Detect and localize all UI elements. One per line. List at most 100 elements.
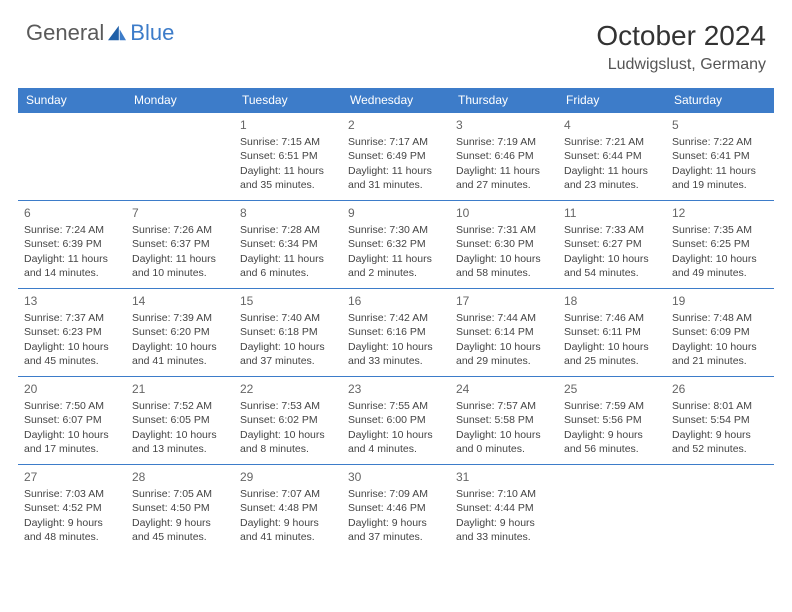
day-number: 28 — [132, 469, 228, 485]
daylight-text: and 58 minutes. — [456, 266, 552, 280]
sunset-text: Sunset: 6:32 PM — [348, 237, 444, 251]
sunset-text: Sunset: 6:16 PM — [348, 325, 444, 339]
daylight-text: and 33 minutes. — [348, 354, 444, 368]
daylight-text: Daylight: 9 hours — [348, 516, 444, 530]
calendar-cell: 30 Sunrise: 7:09 AMSunset: 4:46 PMDayligh… — [342, 465, 450, 553]
calendar-cell: 23Sunrise: 7:55 AMSunset: 6:00 PMDayligh… — [342, 377, 450, 465]
calendar-table: Sunday Monday Tuesday Wednesday Thursday… — [18, 88, 774, 553]
sunrise-text: Sunrise: 7:15 AM — [240, 135, 336, 149]
day-number: 6 — [24, 205, 120, 221]
daylight-text: Daylight: 9 hours — [456, 516, 552, 530]
daylight-text: Daylight: 11 hours — [24, 252, 120, 266]
daylight-text: Daylight: 9 hours — [24, 516, 120, 530]
daylight-text: and 0 minutes. — [456, 442, 552, 456]
calendar-cell: 26Sunrise: 8:01 AMSunset: 5:54 PMDayligh… — [666, 377, 774, 465]
sunset-text: Sunset: 4:46 PM — [348, 501, 444, 515]
daylight-text: Daylight: 10 hours — [240, 428, 336, 442]
sunset-text: Sunset: 6:00 PM — [348, 413, 444, 427]
brand-text-general: General — [26, 20, 104, 46]
daylight-text: and 4 minutes. — [348, 442, 444, 456]
calendar-cell: 21Sunrise: 7:52 AMSunset: 6:05 PMDayligh… — [126, 377, 234, 465]
weekday-wed: Wednesday — [342, 88, 450, 113]
daylight-text: Daylight: 10 hours — [456, 252, 552, 266]
sunset-text: Sunset: 6:44 PM — [564, 149, 660, 163]
sail-icon — [106, 24, 128, 42]
day-number: 16 — [348, 293, 444, 309]
sunset-text: Sunset: 6:20 PM — [132, 325, 228, 339]
day-number: 29 — [240, 469, 336, 485]
month-title: October 2024 — [596, 20, 766, 52]
calendar-cell: 29Sunrise: 7:07 AMSunset: 4:48 PMDayligh… — [234, 465, 342, 553]
sunset-text: Sunset: 6:05 PM — [132, 413, 228, 427]
day-number: 30 — [348, 469, 444, 485]
sunset-text: Sunset: 6:07 PM — [24, 413, 120, 427]
weekday-header-row: Sunday Monday Tuesday Wednesday Thursday… — [18, 88, 774, 113]
calendar-row: 13Sunrise: 7:37 AMSunset: 6:23 PMDayligh… — [18, 289, 774, 377]
calendar-cell — [558, 465, 666, 553]
sunrise-text: Sunrise: 7:09 AM — [348, 487, 444, 501]
daylight-text: Daylight: 9 hours — [672, 428, 768, 442]
sunset-text: Sunset: 4:48 PM — [240, 501, 336, 515]
sunrise-text: Sunrise: 7:57 AM — [456, 399, 552, 413]
sunset-text: Sunset: 6:46 PM — [456, 149, 552, 163]
sunset-text: Sunset: 6:37 PM — [132, 237, 228, 251]
daylight-text: Daylight: 10 hours — [348, 428, 444, 442]
daylight-text: Daylight: 11 hours — [348, 252, 444, 266]
sunrise-text: Sunrise: 7:28 AM — [240, 223, 336, 237]
sunrise-text: Sunrise: 7:46 AM — [564, 311, 660, 325]
sunrise-text: Sunrise: 7:37 AM — [24, 311, 120, 325]
calendar-cell: 27Sunrise: 7:03 AMSunset: 4:52 PMDayligh… — [18, 465, 126, 553]
sunrise-text: Sunrise: 7:50 AM — [24, 399, 120, 413]
calendar-cell: 19Sunrise: 7:48 AMSunset: 6:09 PMDayligh… — [666, 289, 774, 377]
sunrise-text: Sunrise: 7:55 AM — [348, 399, 444, 413]
day-number: 20 — [24, 381, 120, 397]
sunrise-text: Sunrise: 7:33 AM — [564, 223, 660, 237]
weekday-sat: Saturday — [666, 88, 774, 113]
daylight-text: Daylight: 11 hours — [240, 164, 336, 178]
calendar-cell: 28Sunrise: 7:05 AMSunset: 4:50 PMDayligh… — [126, 465, 234, 553]
weekday-fri: Friday — [558, 88, 666, 113]
sunrise-text: Sunrise: 7:35 AM — [672, 223, 768, 237]
sunset-text: Sunset: 5:54 PM — [672, 413, 768, 427]
sunset-text: Sunset: 4:44 PM — [456, 501, 552, 515]
sunrise-text: Sunrise: 7:53 AM — [240, 399, 336, 413]
daylight-text: Daylight: 11 hours — [564, 164, 660, 178]
calendar-cell: 17Sunrise: 7:44 AMSunset: 6:14 PMDayligh… — [450, 289, 558, 377]
calendar-cell — [666, 465, 774, 553]
daylight-text: and 49 minutes. — [672, 266, 768, 280]
sunset-text: Sunset: 6:49 PM — [348, 149, 444, 163]
daylight-text: and 23 minutes. — [564, 178, 660, 192]
daylight-text: and 21 minutes. — [672, 354, 768, 368]
day-number: 12 — [672, 205, 768, 221]
daylight-text: and 41 minutes. — [132, 354, 228, 368]
sunset-text: Sunset: 6:51 PM — [240, 149, 336, 163]
daylight-text: and 37 minutes. — [348, 530, 444, 544]
weekday-thu: Thursday — [450, 88, 558, 113]
calendar-row: 27Sunrise: 7:03 AMSunset: 4:52 PMDayligh… — [18, 465, 774, 553]
calendar-cell: 31Sunrise: 7:10 AMSunset: 4:44 PMDayligh… — [450, 465, 558, 553]
day-number: 25 — [564, 381, 660, 397]
daylight-text: Daylight: 10 hours — [348, 340, 444, 354]
sunrise-text: Sunrise: 7:52 AM — [132, 399, 228, 413]
daylight-text: and 10 minutes. — [132, 266, 228, 280]
sunset-text: Sunset: 6:39 PM — [24, 237, 120, 251]
daylight-text: and 29 minutes. — [456, 354, 552, 368]
calendar-cell: 22Sunrise: 7:53 AMSunset: 6:02 PMDayligh… — [234, 377, 342, 465]
sunset-text: Sunset: 4:52 PM — [24, 501, 120, 515]
day-number: 22 — [240, 381, 336, 397]
daylight-text: Daylight: 10 hours — [564, 340, 660, 354]
sunset-text: Sunset: 6:23 PM — [24, 325, 120, 339]
day-number: 5 — [672, 117, 768, 133]
daylight-text: Daylight: 9 hours — [564, 428, 660, 442]
day-number: 15 — [240, 293, 336, 309]
calendar-cell: 9Sunrise: 7:30 AMSunset: 6:32 PMDaylight… — [342, 201, 450, 289]
daylight-text: and 27 minutes. — [456, 178, 552, 192]
daylight-text: and 13 minutes. — [132, 442, 228, 456]
daylight-text: and 33 minutes. — [456, 530, 552, 544]
calendar-cell: 3Sunrise: 7:19 AMSunset: 6:46 PMDaylight… — [450, 113, 558, 201]
sunset-text: Sunset: 6:14 PM — [456, 325, 552, 339]
daylight-text: and 25 minutes. — [564, 354, 660, 368]
day-number: 3 — [456, 117, 552, 133]
sunrise-text: Sunrise: 7:59 AM — [564, 399, 660, 413]
daylight-text: and 45 minutes. — [132, 530, 228, 544]
